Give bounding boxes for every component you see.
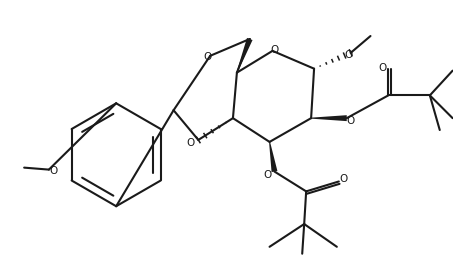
Text: O: O [50,166,58,176]
Text: O: O [263,170,272,180]
Text: O: O [270,45,278,55]
Text: O: O [339,174,348,184]
Polygon shape [269,142,278,172]
Text: O: O [203,52,211,62]
Polygon shape [237,38,253,73]
Text: O: O [347,116,355,126]
Text: O: O [378,63,386,73]
Polygon shape [311,115,347,121]
Text: O: O [344,50,353,60]
Text: O: O [186,138,195,148]
